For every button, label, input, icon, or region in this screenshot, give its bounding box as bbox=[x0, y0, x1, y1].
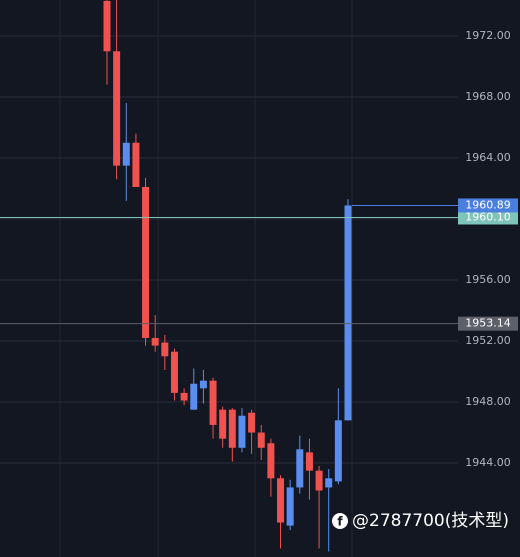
candle-body bbox=[325, 478, 333, 488]
candle-body bbox=[286, 487, 294, 526]
candle-body bbox=[180, 392, 188, 401]
price-marker-label: 1953.14 bbox=[465, 317, 511, 330]
price-marker-label: 1960.10 bbox=[465, 210, 511, 223]
candle-body bbox=[334, 420, 342, 482]
candle-body bbox=[267, 443, 275, 479]
candle-body bbox=[103, 0, 111, 52]
candle-body bbox=[238, 415, 246, 448]
candle-body bbox=[228, 409, 236, 448]
price-marker bbox=[458, 316, 518, 331]
watermark: f @2787700(技术型) bbox=[332, 511, 509, 531]
y-tick-label: 1968.00 bbox=[465, 90, 511, 103]
y-tick-label: 1964.00 bbox=[465, 151, 511, 164]
y-tick-label: 1948.00 bbox=[465, 395, 511, 408]
watermark-text: @2787700(技术型) bbox=[352, 511, 509, 531]
candle-body bbox=[305, 452, 313, 471]
candle-body bbox=[122, 142, 130, 166]
candle-body bbox=[132, 142, 140, 187]
candle-body bbox=[209, 380, 217, 425]
candle-body bbox=[219, 409, 227, 439]
y-tick-label: 1972.00 bbox=[465, 29, 511, 42]
price-marker-label: 1960.89 bbox=[465, 198, 511, 211]
time-grid bbox=[59, 0, 353, 557]
candle-body bbox=[161, 342, 169, 357]
candle-body bbox=[248, 412, 256, 433]
candle-body bbox=[151, 337, 159, 346]
candle-body bbox=[170, 351, 178, 393]
candle-body bbox=[199, 380, 207, 389]
y-tick-label: 1956.00 bbox=[465, 273, 511, 286]
candle-body bbox=[142, 186, 150, 338]
candle-body bbox=[315, 470, 323, 491]
price-marker bbox=[458, 210, 518, 225]
candle-body bbox=[113, 51, 121, 166]
candle-body bbox=[190, 383, 198, 410]
candle-body bbox=[257, 432, 265, 448]
candle-body bbox=[344, 205, 352, 421]
candle-body bbox=[277, 478, 285, 523]
price-marker bbox=[458, 198, 518, 213]
candle-body bbox=[296, 449, 304, 488]
svg-text:f: f bbox=[337, 515, 343, 529]
y-tick-label: 1952.00 bbox=[465, 334, 511, 347]
y-tick-label: 1944.00 bbox=[465, 456, 511, 469]
